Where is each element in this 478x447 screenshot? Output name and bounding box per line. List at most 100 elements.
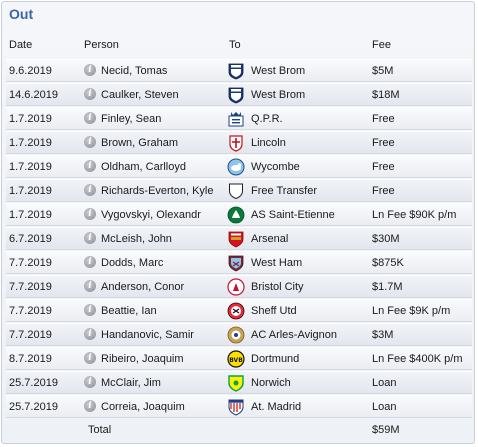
info-icon[interactable]: i (84, 208, 96, 220)
row-person-link[interactable]: Ribeiro, Joaquim (101, 353, 184, 365)
row-person-link[interactable]: Necid, Tomas (101, 65, 168, 77)
table-row[interactable]: 14.6.2019 i Caulker, Steven West Brom $18M (6, 83, 472, 106)
row-club-link[interactable]: Sheff Utd (251, 305, 297, 317)
arsenal-crest[interactable] (227, 230, 245, 248)
row-club-link[interactable]: Norwich (251, 377, 291, 389)
panel-title: Out (9, 6, 34, 22)
table-row[interactable]: 1.7.2019 i Finley, Sean Q.P.R. Free (6, 107, 472, 130)
info-icon[interactable]: i (84, 112, 96, 124)
westbrom-crest[interactable] (227, 86, 245, 104)
row-club-link[interactable]: Free Transfer (251, 185, 318, 197)
row-club-link[interactable]: Q.P.R. (251, 113, 283, 125)
row-person-link[interactable]: Caulker, Steven (101, 89, 179, 101)
table-row[interactable]: 1.7.2019 i Vygovskyi, Olexandr AS Saint-Eti… (6, 203, 472, 226)
row-person-link[interactable]: Vygovskyi, Olexandr (101, 209, 201, 221)
row-person-link[interactable]: McLeish, John (101, 233, 172, 245)
info-icon[interactable]: i (84, 376, 96, 388)
table-row[interactable]: 7.7.2019 i Anderson, Conor Bristol City $1.7… (6, 275, 472, 298)
row-date: 9.6.2019 (9, 65, 52, 77)
row-club-link[interactable]: AS Saint-Etienne (251, 209, 335, 221)
header-to[interactable]: To (229, 39, 241, 51)
row-date: 1.7.2019 (9, 209, 52, 221)
table-row[interactable]: 1.7.2019 i Brown, Graham Lincoln Free (6, 131, 472, 154)
row-club-link[interactable]: Wycombe (251, 161, 300, 173)
table-row[interactable]: 7.7.2019 i Dodds, Marc West Ham $875K (6, 251, 472, 274)
westham-crest[interactable] (227, 254, 245, 272)
row-person-link[interactable]: Beattie, Ian (101, 305, 157, 317)
row-person-link[interactable]: Dodds, Marc (101, 257, 164, 269)
header-person[interactable]: Person (84, 39, 119, 51)
lincoln-crest[interactable] (227, 134, 245, 152)
row-person-link[interactable]: Brown, Graham (101, 137, 179, 149)
info-icon[interactable]: i (84, 304, 96, 316)
norwich-crest[interactable] (227, 374, 245, 392)
row-person-link[interactable]: Anderson, Conor (101, 281, 185, 293)
row-person-link[interactable]: Handanovic, Samir (101, 329, 194, 341)
row-person-link[interactable]: Oldham, Carlloyd (101, 161, 186, 173)
sheff-utd-crest[interactable] (227, 302, 245, 320)
atletico-crest[interactable] (227, 398, 245, 416)
info-icon[interactable]: i (84, 280, 96, 292)
row-club-link[interactable]: West Ham (251, 257, 303, 269)
row-club-link[interactable]: Lincoln (251, 137, 286, 149)
row-date: 1.7.2019 (9, 185, 52, 197)
table-row[interactable]: 7.7.2019 i Beattie, Ian Sheff Utd Ln Fee $9K… (6, 299, 472, 322)
free-transfer-shield-icon[interactable] (227, 182, 245, 200)
row-person-link[interactable]: Finley, Sean (101, 113, 162, 125)
header-date[interactable]: Date (9, 39, 33, 51)
westbrom-crest[interactable] (227, 62, 245, 80)
row-date: 6.7.2019 (9, 233, 52, 245)
table-row[interactable]: 7.7.2019 i Handanovic, Samir AC Arles-Avign… (6, 323, 472, 346)
dortmund-crest[interactable]: BVB (227, 350, 245, 368)
info-icon[interactable]: i (84, 136, 96, 148)
row-club-link[interactable]: Arsenal (251, 233, 289, 245)
row-club-link[interactable]: At. Madrid (251, 401, 302, 413)
row-person-link[interactable]: Correia, Joaquim (101, 401, 185, 413)
table-row[interactable]: 8.7.2019 i Ribeiro, Joaquim BVB Dortmund Ln F… (6, 347, 472, 370)
row-fee: $3M (372, 329, 394, 341)
row-date: 1.7.2019 (9, 113, 52, 125)
info-icon[interactable]: i (84, 184, 96, 196)
info-icon[interactable]: i (84, 256, 96, 268)
row-club-link[interactable]: West Brom (251, 65, 306, 77)
info-icon[interactable]: i (84, 88, 96, 100)
row-fee: Free (372, 185, 395, 197)
info-icon[interactable]: i (84, 328, 96, 340)
bristol-city-crest[interactable] (227, 278, 245, 296)
table-row[interactable]: 25.7.2019 i McClair, Jim Norwich Loan (6, 371, 472, 394)
row-fee: $5M (372, 65, 394, 77)
row-date: 7.7.2019 (9, 257, 52, 269)
info-icon[interactable]: i (84, 160, 96, 172)
svg-text:BVB: BVB (229, 357, 243, 364)
table-header: Date Person To Fee (2, 39, 474, 57)
table-row[interactable]: 1.7.2019 i Oldham, Carlloyd Wycombe Free (6, 155, 472, 178)
qpr-crest[interactable] (227, 110, 245, 128)
arles-avignon-crest[interactable] (227, 326, 245, 344)
table-row[interactable]: 25.7.2019 i Correia, Joaquim At. Madrid Loan (6, 395, 472, 418)
row-person-link[interactable]: Richards-Everton, Kyle (101, 185, 214, 197)
row-club-link[interactable]: Dortmund (251, 353, 300, 365)
saint-etienne-crest[interactable] (227, 206, 245, 224)
row-person-link[interactable]: McClair, Jim (101, 377, 161, 389)
row-club-link[interactable]: AC Arles-Avignon (251, 329, 338, 341)
row-fee: Loan (372, 401, 397, 413)
wycombe-crest[interactable] (227, 158, 245, 176)
total-row: Total $59M (6, 420, 472, 440)
row-fee: Free (372, 113, 395, 125)
row-fee: $30M (372, 233, 400, 245)
info-icon[interactable]: i (84, 400, 96, 412)
row-fee: Free (372, 161, 395, 173)
row-date: 7.7.2019 (9, 329, 52, 341)
table-row[interactable]: 6.7.2019 i McLeish, John Arsenal $30M (6, 227, 472, 250)
table-row[interactable]: 9.6.2019 i Necid, Tomas West Brom $5M (6, 59, 472, 82)
table-row[interactable]: 1.7.2019 i Richards-Everton, Kyle Free Tran… (6, 179, 472, 202)
info-icon[interactable]: i (84, 352, 96, 364)
row-fee: $875K (372, 257, 404, 269)
row-club-link[interactable]: Bristol City (251, 281, 304, 293)
row-date: 1.7.2019 (9, 161, 52, 173)
info-icon[interactable]: i (84, 64, 96, 76)
info-icon[interactable]: i (84, 232, 96, 244)
header-fee[interactable]: Fee (372, 39, 391, 51)
row-club-link[interactable]: West Brom (251, 89, 306, 101)
